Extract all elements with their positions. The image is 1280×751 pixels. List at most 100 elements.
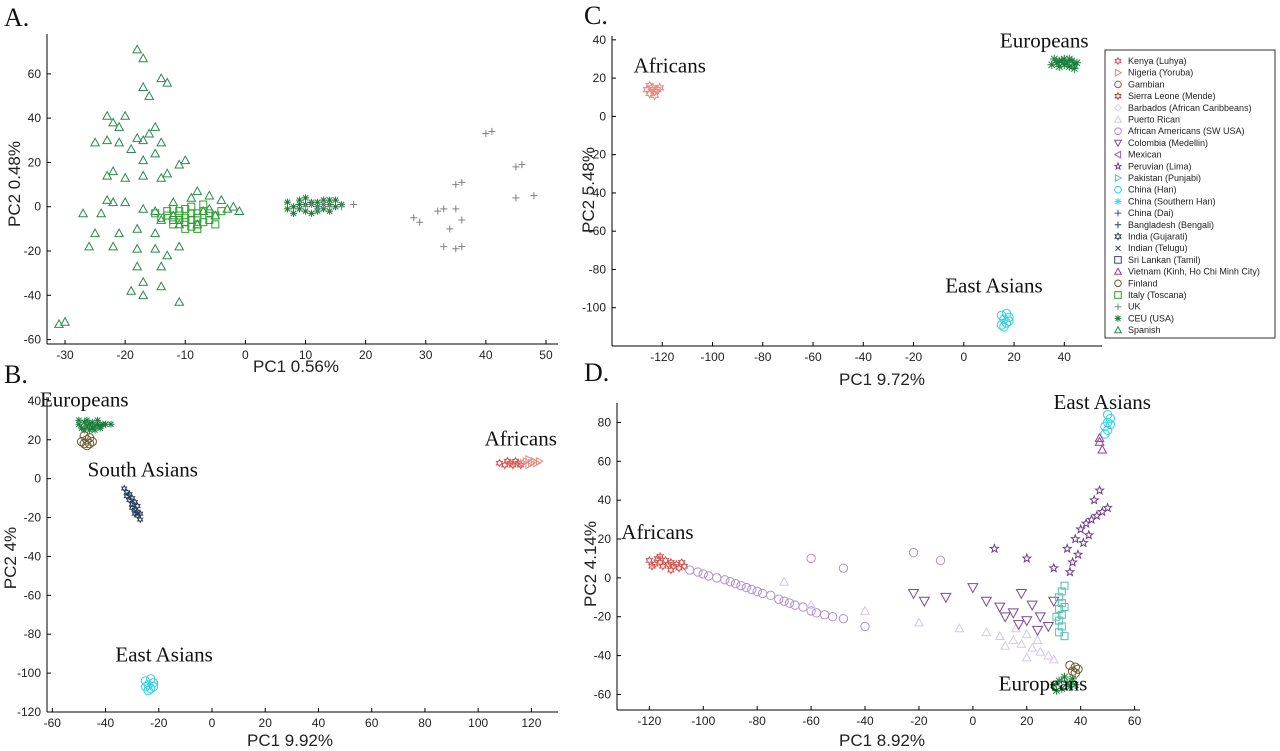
x-tick-label: 10 xyxy=(299,348,313,362)
data-point xyxy=(174,241,185,251)
data-point xyxy=(512,163,520,171)
panel-a-letter: A. xyxy=(4,3,29,32)
y-tick-label: 0 xyxy=(604,571,611,585)
group-label: East Asians xyxy=(115,642,212,666)
data-point xyxy=(1052,686,1061,695)
panel-c-ylabel: PC2 5.48% xyxy=(579,147,598,233)
data-point xyxy=(1055,604,1064,613)
data-point xyxy=(774,594,784,604)
data-point xyxy=(838,613,849,624)
legend-marker xyxy=(1114,315,1122,322)
legend-item: Kenya (Luhya) xyxy=(1114,56,1187,66)
data-point xyxy=(132,261,143,271)
data-point xyxy=(994,630,1005,641)
legend-marker xyxy=(1114,256,1122,264)
data-point xyxy=(458,243,466,251)
data-point xyxy=(151,209,160,218)
legend-marker xyxy=(1114,127,1122,135)
y-tick-label: -40 xyxy=(24,288,42,302)
data-point xyxy=(169,220,178,229)
legend-label: Vietnam (Kinh, Ho Chi Minh City) xyxy=(1128,267,1260,277)
data-point xyxy=(76,437,87,447)
panel-b: B. PC1 9.92% PC2 4% -60 -40 -20 0 20 40 60 80 10… xyxy=(1,360,558,750)
panel-d-letter: D. xyxy=(584,358,609,387)
data-point xyxy=(747,584,757,595)
legend-marker xyxy=(1114,91,1122,101)
data-point xyxy=(94,416,102,424)
legend-marker xyxy=(1113,150,1122,159)
data-point xyxy=(138,81,149,92)
legend-marker xyxy=(1114,198,1122,205)
data-point xyxy=(1000,640,1011,650)
data-point xyxy=(107,420,115,428)
data-point xyxy=(482,130,490,138)
data-point xyxy=(1042,622,1055,633)
data-point xyxy=(1083,529,1095,540)
data-point xyxy=(156,281,167,291)
data-point xyxy=(1068,674,1077,684)
data-point xyxy=(811,608,822,618)
data-point xyxy=(126,143,137,154)
data-point xyxy=(1062,58,1072,67)
legend-item: Italy (Toscana) xyxy=(1114,290,1187,300)
data-point xyxy=(193,209,202,218)
data-point xyxy=(90,137,101,147)
series-south-asians xyxy=(120,484,144,524)
series-east-asians xyxy=(1100,409,1116,439)
data-point xyxy=(1008,634,1019,644)
data-point xyxy=(75,416,83,424)
data-point xyxy=(994,602,1006,613)
legend-item: Vietnam (Kinh, Ho Chi Minh City) xyxy=(1113,267,1260,277)
data-point xyxy=(458,216,466,224)
data-point xyxy=(790,600,800,610)
data-point xyxy=(999,322,1009,332)
panel-d-xlabel: PC1 8.92% xyxy=(839,731,925,750)
data-point xyxy=(1055,593,1064,602)
series-ceu-usa- xyxy=(283,194,346,217)
legend-item: Gambian xyxy=(1114,79,1165,89)
data-point xyxy=(712,573,722,583)
series-pakistan-south-asians xyxy=(1052,581,1069,641)
legend-label: Pakistan (Punjabi) xyxy=(1128,173,1201,183)
data-point xyxy=(1057,587,1066,596)
data-point xyxy=(187,202,196,211)
y-tick-label: -60 xyxy=(24,333,42,347)
data-point xyxy=(175,216,184,224)
data-point xyxy=(967,583,979,594)
data-point xyxy=(120,172,131,182)
legend-item: African Americans (SW USA) xyxy=(1114,126,1245,136)
data-point xyxy=(80,418,88,426)
data-point xyxy=(685,565,695,575)
data-point xyxy=(1004,316,1014,326)
data-point xyxy=(416,218,424,226)
legend-marker xyxy=(1113,139,1123,148)
y-tick-label: 60 xyxy=(28,67,42,81)
y-tick-label: 40 xyxy=(28,111,42,125)
data-point xyxy=(332,203,340,211)
data-point xyxy=(1102,502,1113,513)
legend-item: Peruvian (Lima) xyxy=(1113,161,1192,171)
data-point xyxy=(120,197,131,207)
data-point xyxy=(302,194,310,202)
data-point xyxy=(138,135,149,145)
data-point xyxy=(59,316,71,326)
data-point xyxy=(806,553,816,564)
data-point xyxy=(741,582,752,593)
data-point xyxy=(86,426,94,434)
legend-item: Sierra Leone (Mende) xyxy=(1114,91,1216,101)
data-point xyxy=(302,203,310,211)
data-point xyxy=(1078,537,1089,548)
legend-item: UK xyxy=(1114,302,1141,312)
legend-marker xyxy=(1113,161,1123,171)
data-point xyxy=(338,203,346,211)
data-point xyxy=(935,555,946,566)
legend-item: Finland xyxy=(1114,278,1158,288)
data-point xyxy=(96,424,104,432)
data-point xyxy=(736,580,746,591)
data-point xyxy=(913,617,924,627)
data-point xyxy=(1100,429,1110,439)
data-point xyxy=(907,588,920,600)
series-europeans xyxy=(1049,672,1080,695)
x-tick-label: 20 xyxy=(359,348,373,362)
legend-marker xyxy=(1114,279,1122,288)
